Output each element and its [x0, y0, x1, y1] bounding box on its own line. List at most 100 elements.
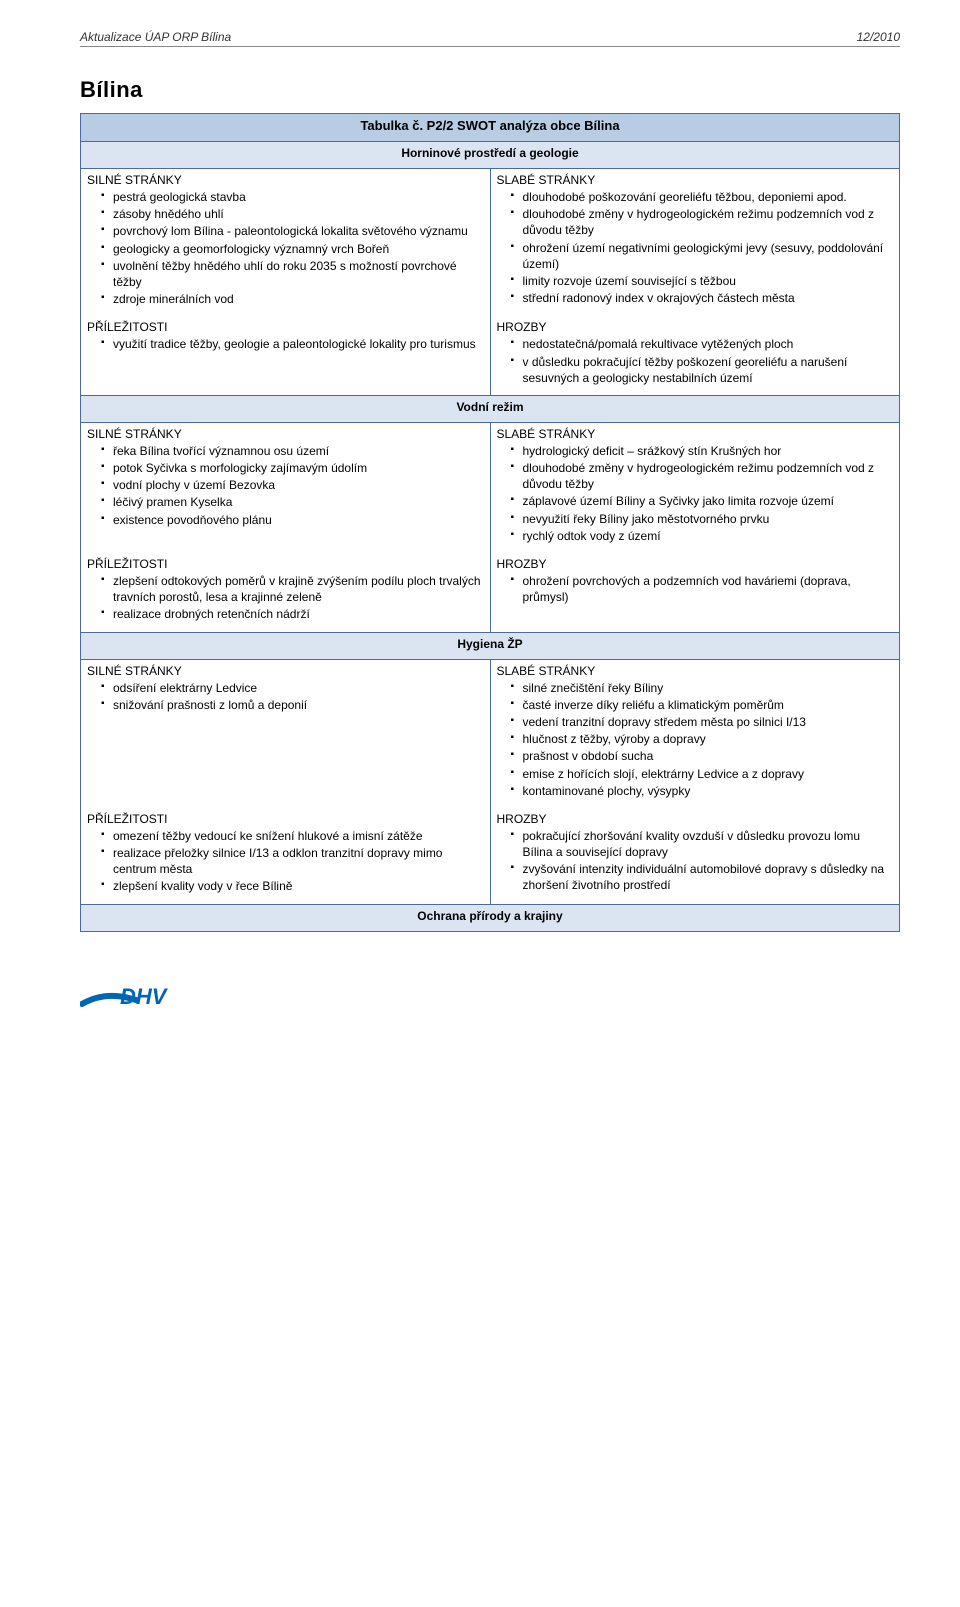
list-item: pestrá geologická stavba: [101, 189, 484, 205]
swot-group: PŘÍLEŽITOSTI omezení těžby vedoucí ke sní…: [87, 812, 484, 895]
list-item: ohrožení území negativními geologickými …: [511, 240, 894, 272]
list-item: vodní plochy v území Bezovka: [101, 477, 484, 493]
strengths-cell: SILNÉ STRÁNKY řeka Bílina tvořící významn…: [81, 422, 491, 553]
list-item: záplavové území Bíliny a Syčivky jako li…: [511, 493, 894, 509]
weaknesses-cell: SLABÉ STRÁNKY silné znečištění řeky Bílin…: [490, 659, 900, 808]
list-item: odsíření elektrárny Ledvice: [101, 680, 484, 696]
weaknesses-cell: SLABÉ STRÁNKY hydrologický deficit – sráž…: [490, 422, 900, 553]
swot-group: SLABÉ STRÁNKY silné znečištění řeky Bílin…: [497, 664, 894, 799]
opportunities-cell: PŘÍLEŽITOSTI omezení těžby vedoucí ke sní…: [81, 808, 491, 904]
item-list: pokračující zhoršování kvality ovzduší v…: [497, 828, 894, 894]
svg-text:DHV: DHV: [120, 984, 169, 1009]
list-item: hydrologický deficit – srážkový stín Kru…: [511, 443, 894, 459]
section-heading: Ochrana přírody a krajiny: [81, 904, 900, 931]
item-list: omezení těžby vedoucí ke snížení hlukové…: [87, 828, 484, 895]
item-list: ohrožení povrchových a podzemních vod ha…: [497, 573, 894, 605]
list-item: rychlý odtok vody z území: [511, 528, 894, 544]
swot-group: HROZBY nedostatečná/pomalá rekultivace vy…: [497, 320, 894, 386]
list-item: omezení těžby vedoucí ke snížení hlukové…: [101, 828, 484, 844]
group-label: PŘÍLEŽITOSTI: [87, 557, 484, 571]
document-header: Aktualizace ÚAP ORP Bílina 12/2010: [80, 30, 900, 47]
list-item: zvyšování intenzity individuální automob…: [511, 861, 894, 893]
item-list: dlouhodobé poškozování georeliéfu těžbou…: [497, 189, 894, 306]
group-label: SLABÉ STRÁNKY: [497, 173, 894, 187]
list-item: pokračující zhoršování kvality ovzduší v…: [511, 828, 894, 860]
group-label: HROZBY: [497, 557, 894, 571]
list-item: dlouhodobé změny v hydrogeologickém reži…: [511, 460, 894, 492]
list-item: povrchový lom Bílina - paleontologická l…: [101, 223, 484, 239]
list-item: snižování prašnosti z lomů a deponií: [101, 697, 484, 713]
list-item: zlepšení odtokových poměrů v krajině zvý…: [101, 573, 484, 605]
opportunities-cell: PŘÍLEŽITOSTI zlepšení odtokových poměrů v…: [81, 553, 491, 632]
list-item: prašnost v období sucha: [511, 748, 894, 764]
list-item: zlepšení kvality vody v řece Bílině: [101, 878, 484, 894]
list-item: realizace přeložky silnice I/13 a odklon…: [101, 845, 484, 877]
section-heading: Hygiena ŽP: [81, 632, 900, 659]
list-item: nevyužití řeky Bíliny jako městotvorného…: [511, 511, 894, 527]
item-list: hydrologický deficit – srážkový stín Kru…: [497, 443, 894, 544]
opportunities-cell: PŘÍLEŽITOSTI využití tradice těžby, geolo…: [81, 316, 491, 395]
item-list: pestrá geologická stavbazásoby hnědého u…: [87, 189, 484, 307]
item-list: řeka Bílina tvořící významnou osu územíp…: [87, 443, 484, 528]
list-item: časté inverze díky reliéfu a klimatickým…: [511, 697, 894, 713]
footer-logo: DHV: [80, 972, 900, 1012]
swot-group: SLABÉ STRÁNKY hydrologický deficit – sráž…: [497, 427, 894, 544]
header-left: Aktualizace ÚAP ORP Bílina: [80, 30, 231, 44]
swot-group: HROZBY ohrožení povrchových a podzemních …: [497, 557, 894, 605]
list-item: uvolnění těžby hnědého uhlí do roku 2035…: [101, 258, 484, 290]
list-item: dlouhodobé změny v hydrogeologickém reži…: [511, 206, 894, 238]
swot-group: HROZBY pokračující zhoršování kvality ovz…: [497, 812, 894, 894]
municipality-title: Bílina: [80, 77, 900, 103]
group-label: SLABÉ STRÁNKY: [497, 427, 894, 441]
list-item: dlouhodobé poškozování georeliéfu těžbou…: [511, 189, 894, 205]
swot-group: SILNÉ STRÁNKY řeka Bílina tvořící významn…: [87, 427, 484, 528]
item-list: silné znečištění řeky Bílinyčasté inverz…: [497, 680, 894, 799]
list-item: zdroje minerálních vod: [101, 291, 484, 307]
list-item: vedení tranzitní dopravy středem města p…: [511, 714, 894, 730]
group-label: SILNÉ STRÁNKY: [87, 664, 484, 678]
swot-group: SLABÉ STRÁNKY dlouhodobé poškozování geor…: [497, 173, 894, 306]
list-item: hlučnost z těžby, výroby a dopravy: [511, 731, 894, 747]
threats-cell: HROZBY pokračující zhoršování kvality ovz…: [490, 808, 900, 904]
list-item: silné znečištění řeky Bíliny: [511, 680, 894, 696]
list-item: v důsledku pokračující těžby poškození g…: [511, 354, 894, 386]
list-item: využití tradice těžby, geologie a paleon…: [101, 336, 484, 352]
list-item: střední radonový index v okrajových část…: [511, 290, 894, 306]
swot-group: PŘÍLEŽITOSTI využití tradice těžby, geolo…: [87, 320, 484, 352]
header-right: 12/2010: [857, 30, 900, 44]
group-label: SILNÉ STRÁNKY: [87, 173, 484, 187]
list-item: limity rozvoje území související s těžbo…: [511, 273, 894, 289]
section-heading: Vodní režim: [81, 395, 900, 422]
group-label: SLABÉ STRÁNKY: [497, 664, 894, 678]
list-item: zásoby hnědého uhlí: [101, 206, 484, 222]
group-label: PŘÍLEŽITOSTI: [87, 320, 484, 334]
threats-cell: HROZBY nedostatečná/pomalá rekultivace vy…: [490, 316, 900, 395]
list-item: léčivý pramen Kyselka: [101, 494, 484, 510]
table-title: Tabulka č. P2/2 SWOT analýza obce Bílina: [81, 114, 900, 142]
group-label: SILNÉ STRÁNKY: [87, 427, 484, 441]
item-list: využití tradice těžby, geologie a paleon…: [87, 336, 484, 352]
swot-group: SILNÉ STRÁNKY odsíření elektrárny Ledvice…: [87, 664, 484, 713]
swot-group: PŘÍLEŽITOSTI zlepšení odtokových poměrů v…: [87, 557, 484, 623]
strengths-cell: SILNÉ STRÁNKY odsíření elektrárny Ledvice…: [81, 659, 491, 808]
group-label: HROZBY: [497, 320, 894, 334]
section-heading: Horninové prostředí a geologie: [81, 142, 900, 169]
threats-cell: HROZBY ohrožení povrchových a podzemních …: [490, 553, 900, 632]
list-item: geologicky a geomorfologicky významný vr…: [101, 241, 484, 257]
list-item: emise z hořících slojí, elektrárny Ledvi…: [511, 766, 894, 782]
list-item: kontaminované plochy, výsypky: [511, 783, 894, 799]
strengths-cell: SILNÉ STRÁNKY pestrá geologická stavbazás…: [81, 169, 491, 317]
item-list: nedostatečná/pomalá rekultivace vytěžený…: [497, 336, 894, 386]
group-label: PŘÍLEŽITOSTI: [87, 812, 484, 826]
item-list: odsíření elektrárny Ledvicesnižování pra…: [87, 680, 484, 713]
list-item: existence povodňového plánu: [101, 512, 484, 528]
swot-table: Tabulka č. P2/2 SWOT analýza obce Bílina…: [80, 113, 900, 932]
list-item: potok Syčivka s morfologicky zajímavým ú…: [101, 460, 484, 476]
group-label: HROZBY: [497, 812, 894, 826]
swot-group: SILNÉ STRÁNKY pestrá geologická stavbazás…: [87, 173, 484, 307]
list-item: nedostatečná/pomalá rekultivace vytěžený…: [511, 336, 894, 352]
list-item: řeka Bílina tvořící významnou osu území: [101, 443, 484, 459]
weaknesses-cell: SLABÉ STRÁNKY dlouhodobé poškozování geor…: [490, 169, 900, 317]
list-item: ohrožení povrchových a podzemních vod ha…: [511, 573, 894, 605]
list-item: realizace drobných retenčních nádrží: [101, 606, 484, 622]
